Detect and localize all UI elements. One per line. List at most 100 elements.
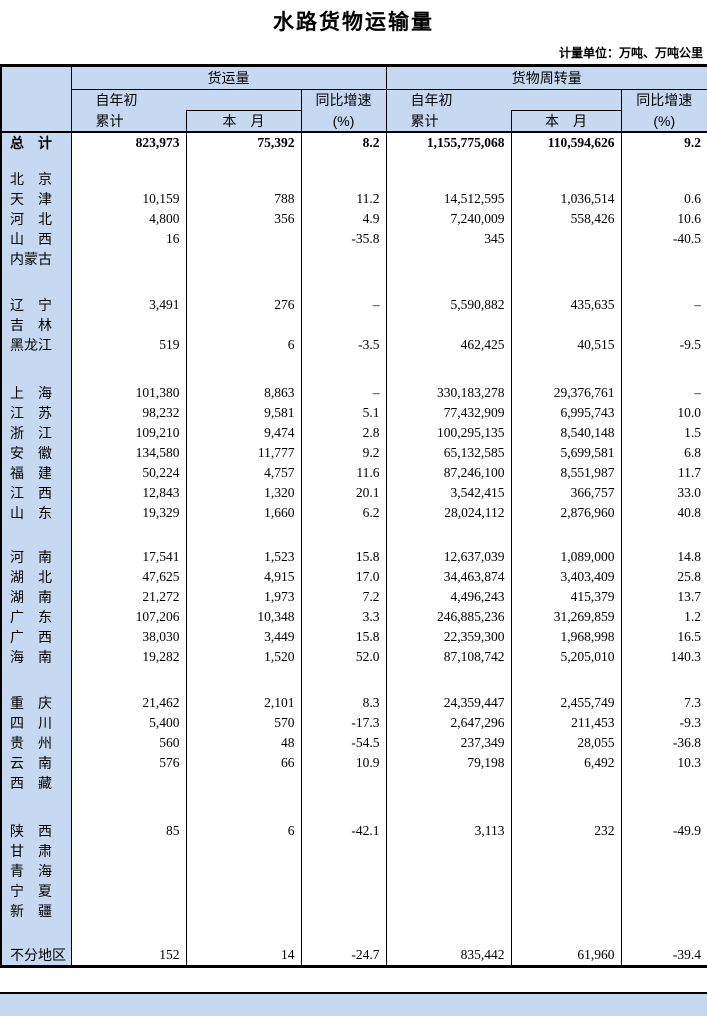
table-row: 安 徽 134,580 11,777 9.2 65,132,585 5,699,581 6.… — [1, 443, 707, 463]
table-row: 吉 林 — [1, 315, 707, 335]
value-cell — [511, 153, 622, 169]
value-cell — [71, 269, 187, 295]
value-cell — [511, 861, 622, 881]
yoy-label-line2: (%) — [332, 112, 355, 129]
value-cell: 21,272 — [71, 587, 187, 607]
value-cell — [386, 269, 512, 295]
value-cell: 19,282 — [71, 647, 187, 667]
value-cell: 40.8 — [677, 505, 702, 520]
table-row: 总 计 823,973 75,392 8.2 1,155,775,068 110,594,… — [1, 132, 707, 153]
value-cell: 24,359,447 — [386, 693, 512, 713]
value-cell: 10.0 — [677, 405, 702, 420]
value-cell: 8,540,148 — [511, 423, 622, 443]
table-row: 陕 西 85 6 -42.1 3,113 232 -49.9 — [1, 821, 707, 841]
region-label: 海 南 — [1, 647, 72, 667]
value-cell — [71, 901, 187, 921]
value-cell: 1,089,000 — [511, 547, 622, 567]
col-header-month-freight: 本 月 — [185, 110, 301, 133]
region-label: 辽 宁 — [1, 295, 72, 315]
value-cell: 11.7 — [677, 465, 702, 480]
value-cell: 519 — [71, 335, 187, 355]
value-cell: 1.5 — [684, 425, 702, 440]
value-cell: 110,594,626 — [511, 132, 622, 153]
region-label: 湖 北 — [1, 567, 72, 587]
value-cell: 1,036,514 — [511, 189, 622, 209]
value-cell: 3,491 — [71, 295, 187, 315]
value-cell — [71, 881, 187, 901]
value-cell — [511, 355, 622, 383]
table-row: 北 京 — [1, 169, 707, 189]
value-cell: 16 — [71, 229, 187, 249]
value-cell: 140.3 — [670, 649, 702, 664]
region-label: 西 藏 — [1, 773, 72, 793]
value-cell: 7.2 — [301, 587, 387, 607]
value-cell: 101,380 — [71, 383, 187, 403]
value-cell: 100,295,135 — [386, 423, 512, 443]
value-cell: 17,541 — [71, 547, 187, 567]
value-cell — [511, 269, 622, 295]
table-row: 西 藏 — [1, 773, 707, 793]
value-cell — [386, 523, 512, 547]
value-cell: 10.9 — [301, 753, 387, 773]
region-label — [1, 153, 72, 169]
table-row: 广 东 107,206 10,348 3.3 246,885,236 31,269,859… — [1, 607, 707, 627]
value-cell — [301, 861, 387, 881]
value-cell — [186, 153, 302, 169]
region-label: 黑龙江 — [1, 335, 72, 355]
value-cell: 6,995,743 — [511, 403, 622, 423]
table-row: 四 川 5,400 570 -17.3 2,647,296 211,453 -9.3 — [1, 713, 707, 733]
region-label: 陕 西 — [1, 821, 72, 841]
value-cell — [621, 355, 707, 383]
yoy-label-line1: 同比增速 — [315, 92, 372, 109]
value-cell: 21,462 — [71, 693, 187, 713]
value-cell — [301, 315, 387, 335]
value-cell: 77,432,909 — [386, 403, 512, 423]
value-cell — [71, 315, 187, 335]
spacer-cell-turnover — [511, 89, 622, 111]
table-row: 山 东 19,329 1,660 6.2 28,024,112 2,876,960 40.8 — [1, 503, 707, 523]
table-row: 宁 夏 — [1, 881, 707, 901]
table-row: 云 南 576 66 10.9 79,198 6,492 10.3 — [1, 753, 707, 773]
value-cell: 3,113 — [386, 821, 512, 841]
value-cell — [301, 153, 387, 169]
value-cell: 6.8 — [684, 445, 702, 460]
region-label: 四 川 — [1, 713, 72, 733]
value-cell: 14 — [186, 945, 302, 967]
value-cell: 5,400 — [71, 713, 187, 733]
value-cell — [621, 881, 707, 901]
value-cell — [186, 921, 302, 945]
value-cell — [301, 901, 387, 921]
value-cell: 98,232 — [71, 403, 187, 423]
value-cell: 10,348 — [186, 607, 302, 627]
value-cell — [386, 901, 512, 921]
value-cell: 4,915 — [186, 567, 302, 587]
region-label: 广 西 — [1, 627, 72, 647]
spacer-row — [1, 355, 707, 383]
spacer-row — [1, 523, 707, 547]
value-cell: 28,055 — [511, 733, 622, 753]
value-cell — [301, 523, 387, 547]
value-cell: 14.8 — [677, 549, 702, 564]
value-cell — [186, 793, 302, 821]
value-cell: 13.7 — [677, 589, 702, 604]
value-cell: 232 — [511, 821, 622, 841]
table-row: 福 建 50,224 4,757 11.6 87,246,100 8,551,987 11.… — [1, 463, 707, 483]
value-cell: 1,973 — [186, 587, 302, 607]
value-cell — [186, 269, 302, 295]
value-cell — [71, 667, 187, 693]
table-row: 青 海 — [1, 861, 707, 881]
value-cell — [301, 921, 387, 945]
value-cell: -40.5 — [672, 231, 702, 246]
value-cell: 9,581 — [186, 403, 302, 423]
value-cell: 61,960 — [511, 945, 622, 967]
corner-cell — [1, 65, 72, 133]
value-cell — [386, 355, 512, 383]
region-label: 不分地区 — [1, 945, 72, 967]
region-label: 吉 林 — [1, 315, 72, 335]
value-cell: 9.2 — [684, 135, 702, 150]
value-cell: 246,885,236 — [386, 607, 512, 627]
value-cell: 66 — [186, 753, 302, 773]
value-cell: -9.5 — [679, 337, 702, 352]
value-cell: -36.8 — [672, 735, 702, 750]
value-cell: 366,757 — [511, 483, 622, 503]
